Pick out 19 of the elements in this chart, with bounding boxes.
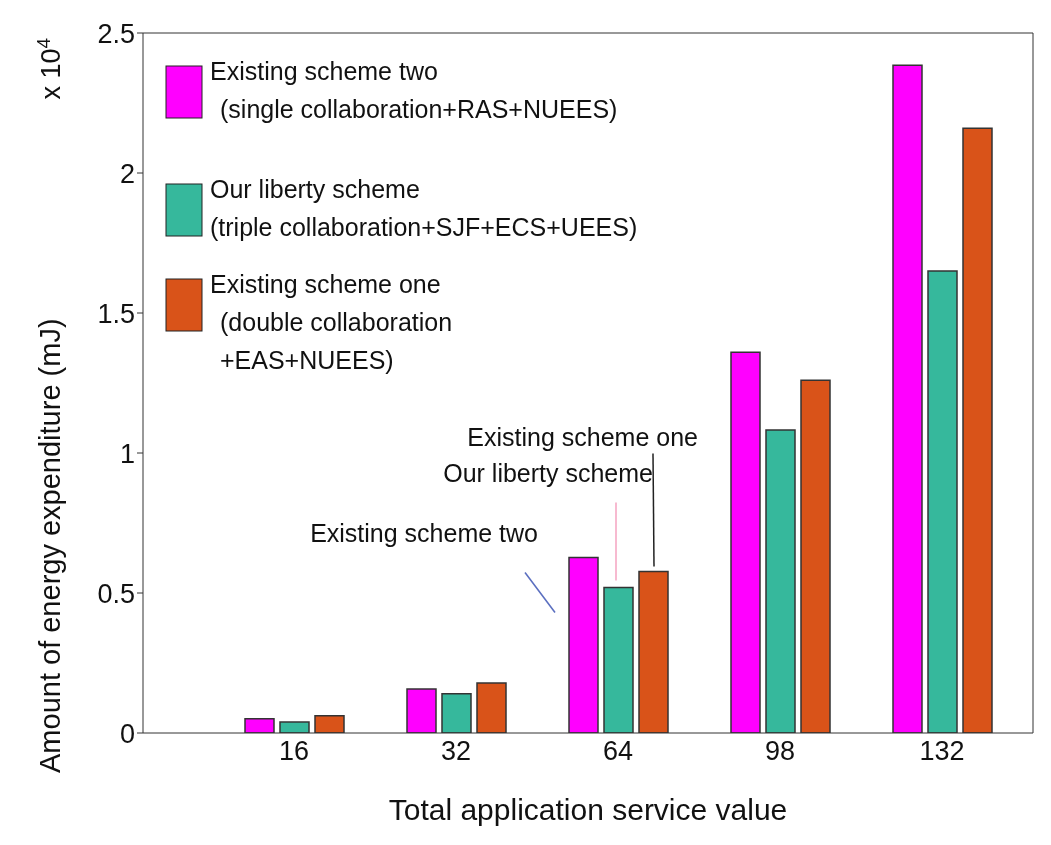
- y-tick-label: 0.5: [97, 578, 135, 609]
- x-axis-title: Total application service value: [388, 793, 788, 826]
- legend-label: Existing scheme one (double collaboration +EAS+NUEES): [210, 270, 453, 374]
- x-tick-label: 98: [764, 736, 796, 767]
- y-axis-title: Amount of energy expenditure (mJ): [34, 318, 66, 773]
- y-tick-label: 2: [119, 158, 135, 189]
- y-tick-label: 2.5: [97, 18, 135, 49]
- legend-label: Existing scheme two (single collaboration+RAS+NUEES): [210, 57, 618, 123]
- annotation: Existing scheme one: [467, 423, 698, 452]
- legend-label: Our liberty scheme (triple collaboration+SJF+ECS+UEES): [210, 175, 638, 241]
- annotation: Our liberty scheme: [443, 459, 653, 488]
- x-tick-label: 64: [602, 736, 634, 767]
- annotation: Existing scheme two: [310, 519, 538, 548]
- x-tick-label: 16: [278, 736, 310, 767]
- x-tick-label: 32: [440, 736, 472, 767]
- y-tick-label: 1: [119, 438, 135, 469]
- x-tick-label: 132: [919, 736, 965, 767]
- y-tick-label: 0: [119, 718, 135, 749]
- y-tick-label: 1.5: [97, 298, 135, 329]
